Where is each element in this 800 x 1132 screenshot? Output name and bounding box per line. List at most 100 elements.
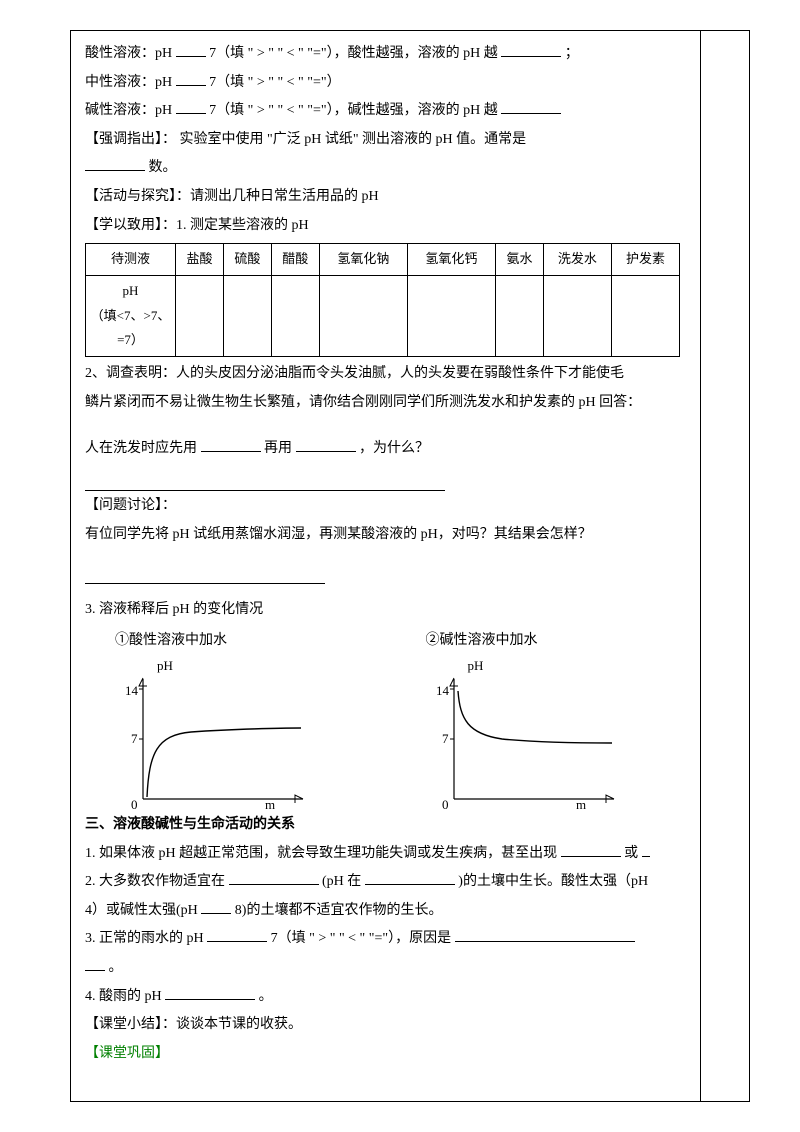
text: ，为什么？ [359,441,429,456]
blank-input[interactable] [455,941,635,942]
text: 7（填 " > " " < " "="） [209,75,340,90]
blank-input[interactable] [201,451,261,452]
text: ； [565,46,579,61]
emphasis-line: 【强调指出】： 实验室中使用 "广泛 pH 试纸" 测出溶液的 pH 值。通常是 [85,127,680,154]
emphasis-label: 【强调指出】： [85,132,176,147]
text: 7（填 " > " " < " "="），碱性越强，溶液的 pH 越 [209,103,498,118]
text: 4. 酸雨的 pH [85,989,162,1004]
ph-table: 待测液 盐酸 硫酸 醋酸 氢氧化钠 氢氧化钙 氨水 洗发水 护发素 pH （填<… [85,243,680,357]
text: 。 [259,989,273,1004]
table-cell-input[interactable] [407,275,495,356]
s3-3a: 3. 正常的雨水的 pH 7（填 " > " " < " "="），原因是 [85,926,680,953]
text: 再用 [264,441,292,456]
blank-input[interactable] [642,856,650,857]
text: 酸性溶液：pH [85,46,172,61]
blank-input[interactable] [201,913,231,914]
blank-input[interactable] [229,884,319,885]
table-cell-input[interactable] [543,275,611,356]
text: )的土壤中生长。酸性太强（pH [458,874,648,889]
table-header: 氨水 [495,244,543,276]
q2-line1: 2、调查表明：人的头皮因分泌油脂而令头发油腻，人的头发要在弱酸性条件下才能使毛 [85,361,680,388]
table-cell-input[interactable] [271,275,319,356]
table-header: 护发素 [611,244,679,276]
blank-input[interactable] [365,884,455,885]
text: 2、调查表明：人的头皮因分泌油脂而令头发油腻，人的头发要在弱酸性条件下才能使毛 [85,366,624,381]
x-label: m [265,797,275,810]
blank-input[interactable] [85,970,105,971]
text: 实验室中使用 "广泛 pH 试纸" 测出溶液的 pH 值。通常是 [180,132,527,147]
text: 3. 正常的雨水的 pH [85,931,204,946]
blank-input[interactable] [561,856,621,857]
chart-title: ②碱性溶液中加水 [426,628,671,655]
s3-4: 4. 酸雨的 pH 。 [85,984,680,1011]
text: 7（填 " > " " < " "="），酸性越强，溶液的 pH 越 [209,46,498,61]
blank-input[interactable] [165,999,255,1000]
text: 【活动与探究】：请测出几种日常生活用品的 pH [85,189,379,204]
text: 【课堂小结】：谈谈本节课的收获。 [85,1017,302,1032]
annotation-column [700,31,750,1101]
table-header: 待测液 [86,244,176,276]
neutral-ph-line: 中性溶液：pH 7（填 " > " " < " "="） [85,70,680,97]
tick-label-7: 7 [442,731,449,746]
table-cell-input[interactable] [319,275,407,356]
page: 酸性溶液：pH 7（填 " > " " < " "="），酸性越强，溶液的 pH… [0,0,800,1132]
text: 。 [109,960,123,975]
answer-line[interactable] [85,568,680,595]
text: （填<7、>7、=7） [88,304,173,353]
curve-acid [147,728,301,797]
x-label: m [576,797,586,810]
section-3-title: 三、溶液酸碱性与生命活动的关系 [85,812,680,839]
table-row: pH （填<7、>7、=7） [86,275,680,356]
table-cell-input[interactable] [495,275,543,356]
text: pH [88,279,173,304]
text: 数。 [149,160,177,175]
text: 有位同学先将 pH 试纸用蒸馏水润湿，再测某酸溶液的 pH，对吗？其结果会怎样？ [85,527,592,542]
s3-3b: 。 [85,955,680,982]
base-ph-line: 碱性溶液：pH 7（填 " > " " < " "="），碱性越强，溶液的 pH… [85,98,680,125]
charts-row: ①酸性溶液中加水 pH 14 7 [85,628,680,810]
tick-label-0: 0 [131,797,138,810]
text: 【学以致用】：1. 测定某些溶液的 pH [85,218,309,233]
table-cell: pH （填<7、>7、=7） [86,275,176,356]
s3-2a: 2. 大多数农作物适宜在 (pH 在 )的土壤中生长。酸性太强（pH [85,869,680,896]
q3-title: 3. 溶液稀释后 pH 的变化情况 [85,597,680,624]
text: 或 [624,846,638,861]
tick-label-14: 14 [125,683,139,698]
activity-line: 【活动与探究】：请测出几种日常生活用品的 pH [85,184,680,211]
blank-input[interactable] [296,451,356,452]
text: (pH 在 [322,874,361,889]
text: 3. 溶液稀释后 pH 的变化情况 [85,602,263,617]
blank-input[interactable] [501,113,561,114]
blank-input[interactable] [176,113,206,114]
table-header: 洗发水 [543,244,611,276]
text: 人在洗发时应先用 [85,441,197,456]
blank-input[interactable] [85,170,145,171]
apply-line: 【学以致用】：1. 测定某些溶液的 pH [85,213,680,240]
blank-input[interactable] [176,56,206,57]
chart-svg-base: 14 7 0 m [406,675,616,810]
table-cell-input[interactable] [611,275,679,356]
text: 4）或碱性太强(pH [85,903,198,918]
text: 【问题讨论】： [85,498,176,513]
text: 碱性溶液：pH [85,103,172,118]
blank-input[interactable] [176,85,206,86]
table-cell-input[interactable] [176,275,224,356]
table-header: 氢氧化钙 [407,244,495,276]
answer-line[interactable] [85,465,680,492]
text: 中性溶液：pH [85,75,172,90]
chart-base: ②碱性溶液中加水 pH 14 7 [406,628,671,810]
acid-ph-line: 酸性溶液：pH 7（填 " > " " < " "="），酸性越强，溶液的 pH… [85,41,680,68]
content-area: 酸性溶液：pH 7（填 " > " " < " "="），酸性越强，溶液的 pH… [85,41,736,1067]
chart-title: ①酸性溶液中加水 [115,628,360,655]
table-cell-input[interactable] [223,275,271,356]
q2-line2: 鳞片紧闭而不易让微生物生长繁殖，请你结合刚刚同学们所测洗发水和护发素的 pH 回… [85,390,680,417]
blank-input[interactable] [501,56,561,57]
tick-label-14: 14 [436,683,450,698]
emphasis-suffix: 数。 [85,155,680,182]
tick-label-0: 0 [442,797,449,810]
s3-1: 1. 如果体液 pH 超越正常范围，就会导致生理功能失调或发生疾病，甚至出现 或 [85,841,680,868]
blank-input[interactable] [207,941,267,942]
table-header-row: 待测液 盐酸 硫酸 醋酸 氢氧化钠 氢氧化钙 氨水 洗发水 护发素 [86,244,680,276]
s3-2b: 4）或碱性太强(pH 8)的土壤都不适宜农作物的生长。 [85,898,680,925]
summary-line: 【课堂小结】：谈谈本节课的收获。 [85,1012,680,1039]
